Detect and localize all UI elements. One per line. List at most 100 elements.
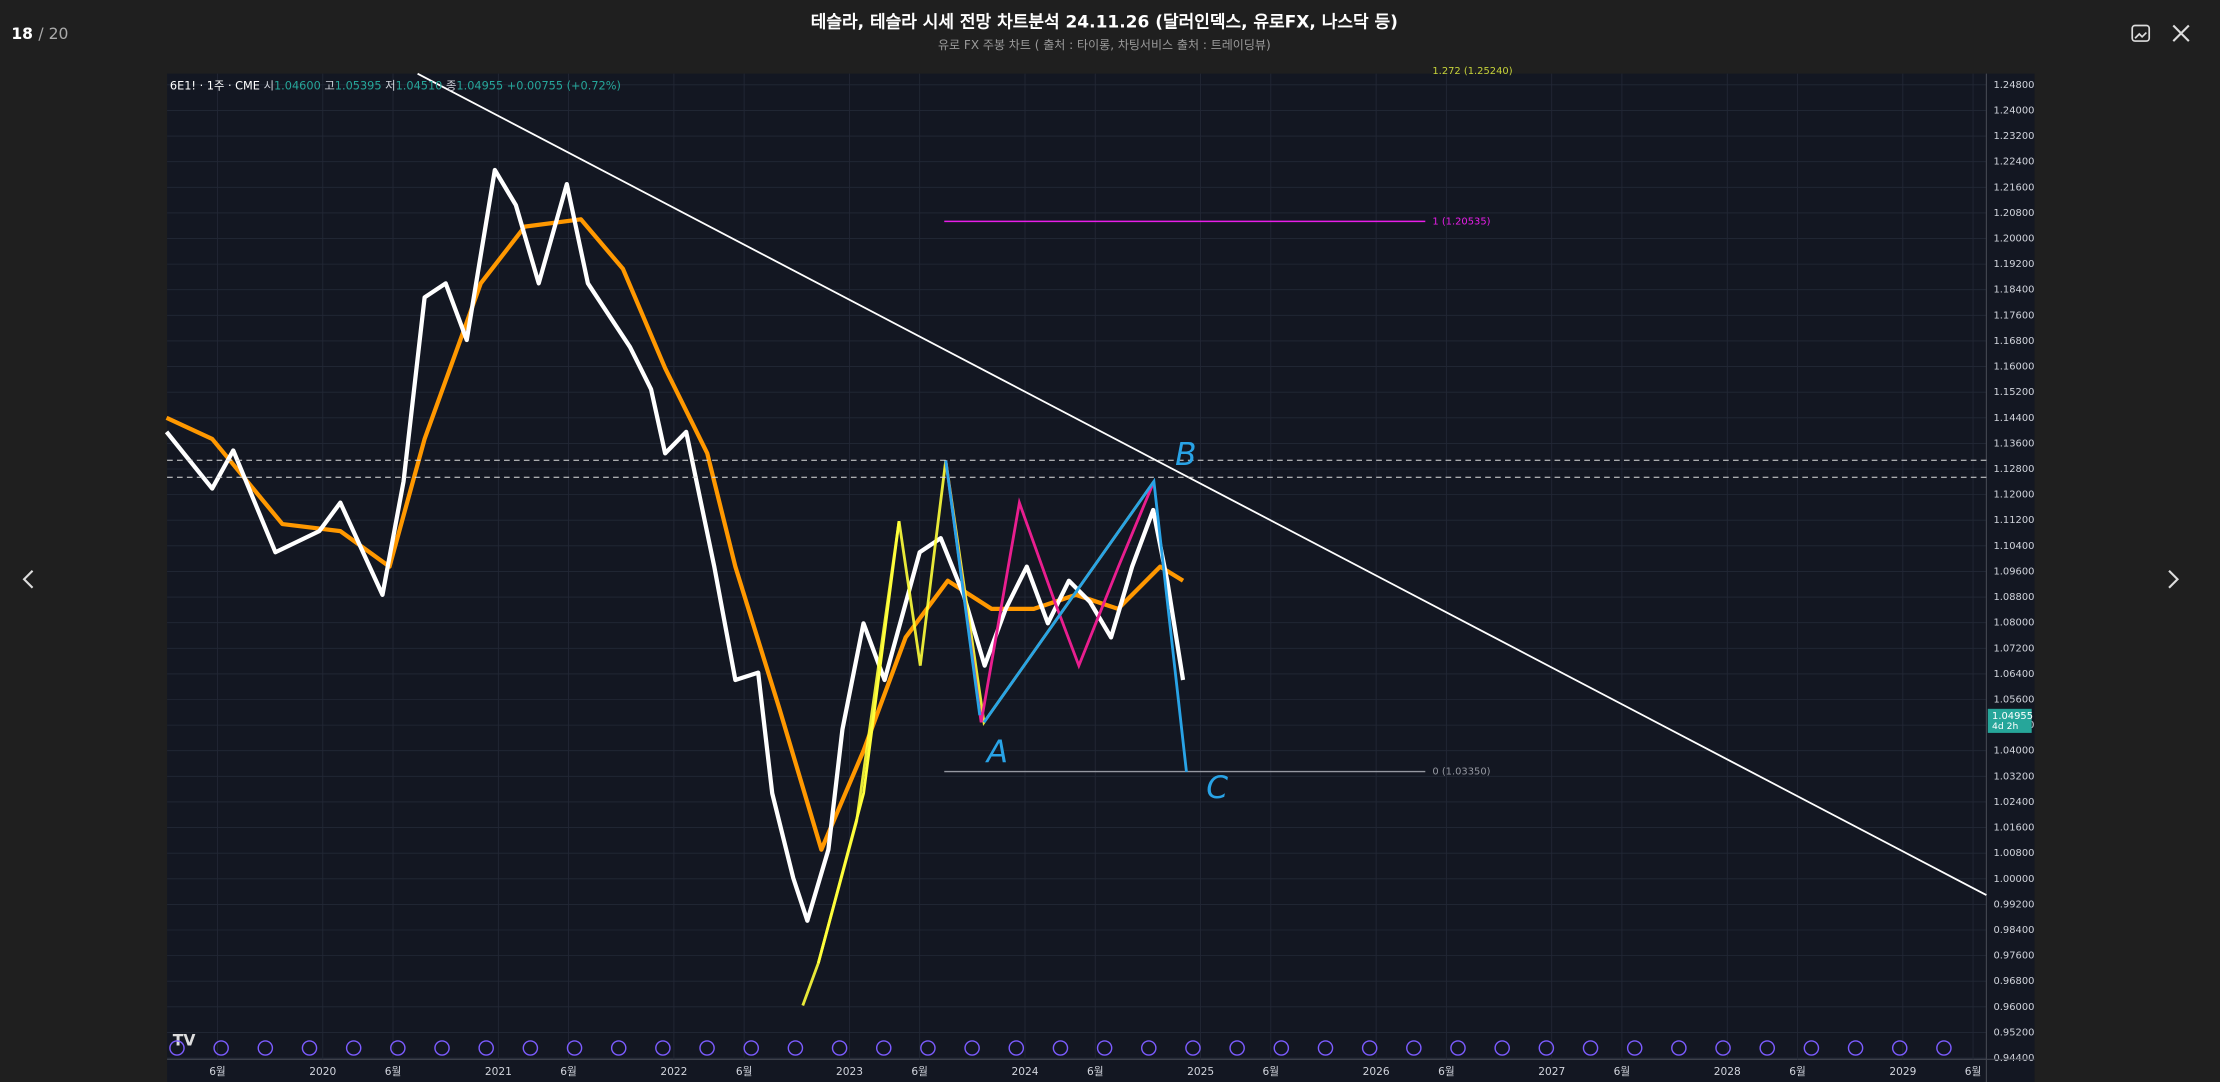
trend-line	[417, 72, 1987, 896]
x-tick-label: 2021	[485, 1065, 512, 1078]
event-icon	[257, 1040, 274, 1056]
event-icon	[1450, 1040, 1466, 1056]
event-icon	[1052, 1040, 1069, 1056]
y-tick-label: 0.98400	[1993, 925, 2034, 936]
event-icon	[743, 1040, 760, 1056]
y-tick-label: 0.96000	[1993, 1002, 2034, 1013]
wave-label: A	[985, 734, 1008, 770]
y-tick-label: 1.17600	[1993, 310, 2034, 321]
chart-image	[167, 73, 2035, 1082]
event-icon	[1406, 1040, 1422, 1056]
event-icon	[1494, 1040, 1510, 1056]
event-icon	[964, 1040, 980, 1056]
x-tick-label: 2022	[660, 1065, 687, 1078]
y-tick-label: 1.20000	[1993, 234, 2034, 245]
event-icon	[699, 1040, 715, 1056]
wave-label: B	[1175, 437, 1196, 473]
event-icon	[1891, 1040, 1908, 1056]
x-tick-label: 6월	[1789, 1065, 1806, 1078]
y-tick-label: 0.99200	[1993, 899, 2034, 910]
x-tick-label: 2020	[309, 1065, 336, 1078]
x-tick-label: 6월	[560, 1065, 577, 1078]
price-line	[164, 167, 1186, 923]
x-tick-label: 6월	[385, 1065, 402, 1078]
event-icon	[1803, 1040, 1820, 1056]
x-tick-label: 6월	[1614, 1065, 1631, 1078]
x-tick-label: 2027	[1538, 1065, 1565, 1078]
countdown: 4d 2h	[1992, 721, 2018, 732]
x-tick-label: 2026	[1363, 1065, 1390, 1078]
event-icon	[1141, 1040, 1157, 1056]
event-icon	[434, 1040, 450, 1056]
y-tick-label: 1.00800	[1993, 848, 2034, 859]
event-icon	[1847, 1040, 1864, 1056]
hand-drawing	[167, 459, 1987, 1007]
x-tick-label: 2029	[1889, 1065, 1916, 1078]
x-tick-label: 2028	[1714, 1065, 1741, 1078]
last-price-label: 1.04955	[1992, 711, 2033, 722]
counter: 18 / 20	[11, 24, 68, 42]
tv-logo: TV	[173, 1031, 196, 1049]
y-tick-label: 0.95200	[1993, 1027, 2034, 1038]
y-tick-label: 1.24000	[1993, 105, 2034, 116]
x-tick-label: 6월	[736, 1065, 753, 1078]
y-tick-label: 1.15200	[1993, 387, 2034, 398]
y-tick-label: 1.16000	[1993, 362, 2034, 373]
y-tick-label: 1.12000	[1993, 490, 2034, 501]
event-icon	[1273, 1040, 1290, 1056]
fib-label: 1 (1.20535)	[1432, 216, 1490, 227]
event-icon	[1361, 1040, 1378, 1056]
event-icon	[566, 1040, 583, 1056]
event-icon	[920, 1040, 936, 1056]
y-tick-label: 1.21600	[1993, 182, 2034, 193]
fib-label: 1.272 (1.25240)	[1432, 66, 1512, 77]
event-icon	[1715, 1040, 1731, 1056]
y-tick-label: 1.08000	[1993, 618, 2034, 629]
y-tick-label: 0.94400	[1993, 1053, 2034, 1064]
y-tick-label: 1.07200	[1993, 643, 2034, 654]
event-icon	[1008, 1040, 1025, 1056]
x-tick-label: 2024	[1012, 1065, 1039, 1078]
event-icon	[1671, 1040, 1687, 1056]
close-button[interactable]	[2172, 24, 2190, 42]
fullscreen-button[interactable]	[2131, 24, 2151, 42]
next-button[interactable]	[2168, 569, 2180, 589]
y-tick-label: 1.05600	[1993, 695, 2034, 706]
event-icon	[1538, 1040, 1555, 1056]
event-icon	[1185, 1040, 1201, 1056]
y-tick-label: 1.12800	[1993, 464, 2034, 475]
event-icon	[169, 1040, 185, 1056]
x-tick-label: 6월	[911, 1065, 928, 1078]
y-tick-label: 1.04000	[1993, 746, 2034, 757]
event-icon	[478, 1040, 494, 1056]
y-tick-label: 1.11200	[1993, 515, 2034, 526]
y-tick-label: 0.97600	[1993, 951, 2034, 962]
prev-button[interactable]	[22, 569, 34, 589]
event-icon	[1317, 1040, 1334, 1056]
fib-label: 0 (1.03350)	[1432, 767, 1490, 778]
event-icon	[875, 1040, 892, 1056]
y-tick-label: 1.16800	[1993, 336, 2034, 347]
event-icon	[345, 1040, 362, 1056]
event-icon	[787, 1040, 804, 1056]
x-tick-label: 6월	[1263, 1065, 1280, 1078]
x-tick-label: 2025	[1187, 1065, 1214, 1078]
event-icon	[1229, 1040, 1245, 1056]
event-icon	[390, 1040, 406, 1056]
event-icon	[522, 1040, 539, 1056]
x-tick-label: 6월	[209, 1065, 226, 1078]
y-tick-label: 1.03200	[1993, 771, 2034, 782]
event-icon	[301, 1040, 318, 1056]
event-icon	[1096, 1040, 1113, 1056]
event-icon	[610, 1040, 627, 1056]
y-tick-label: 1.00000	[1993, 874, 2034, 885]
event-icon	[1582, 1040, 1599, 1056]
event-icon	[831, 1040, 848, 1056]
event-icon	[655, 1040, 671, 1056]
x-tick-label: 6월	[1438, 1065, 1455, 1078]
y-tick-label: 1.22400	[1993, 157, 2034, 168]
y-tick-label: 1.23200	[1993, 131, 2034, 142]
y-tick-label: 1.19200	[1993, 259, 2034, 270]
